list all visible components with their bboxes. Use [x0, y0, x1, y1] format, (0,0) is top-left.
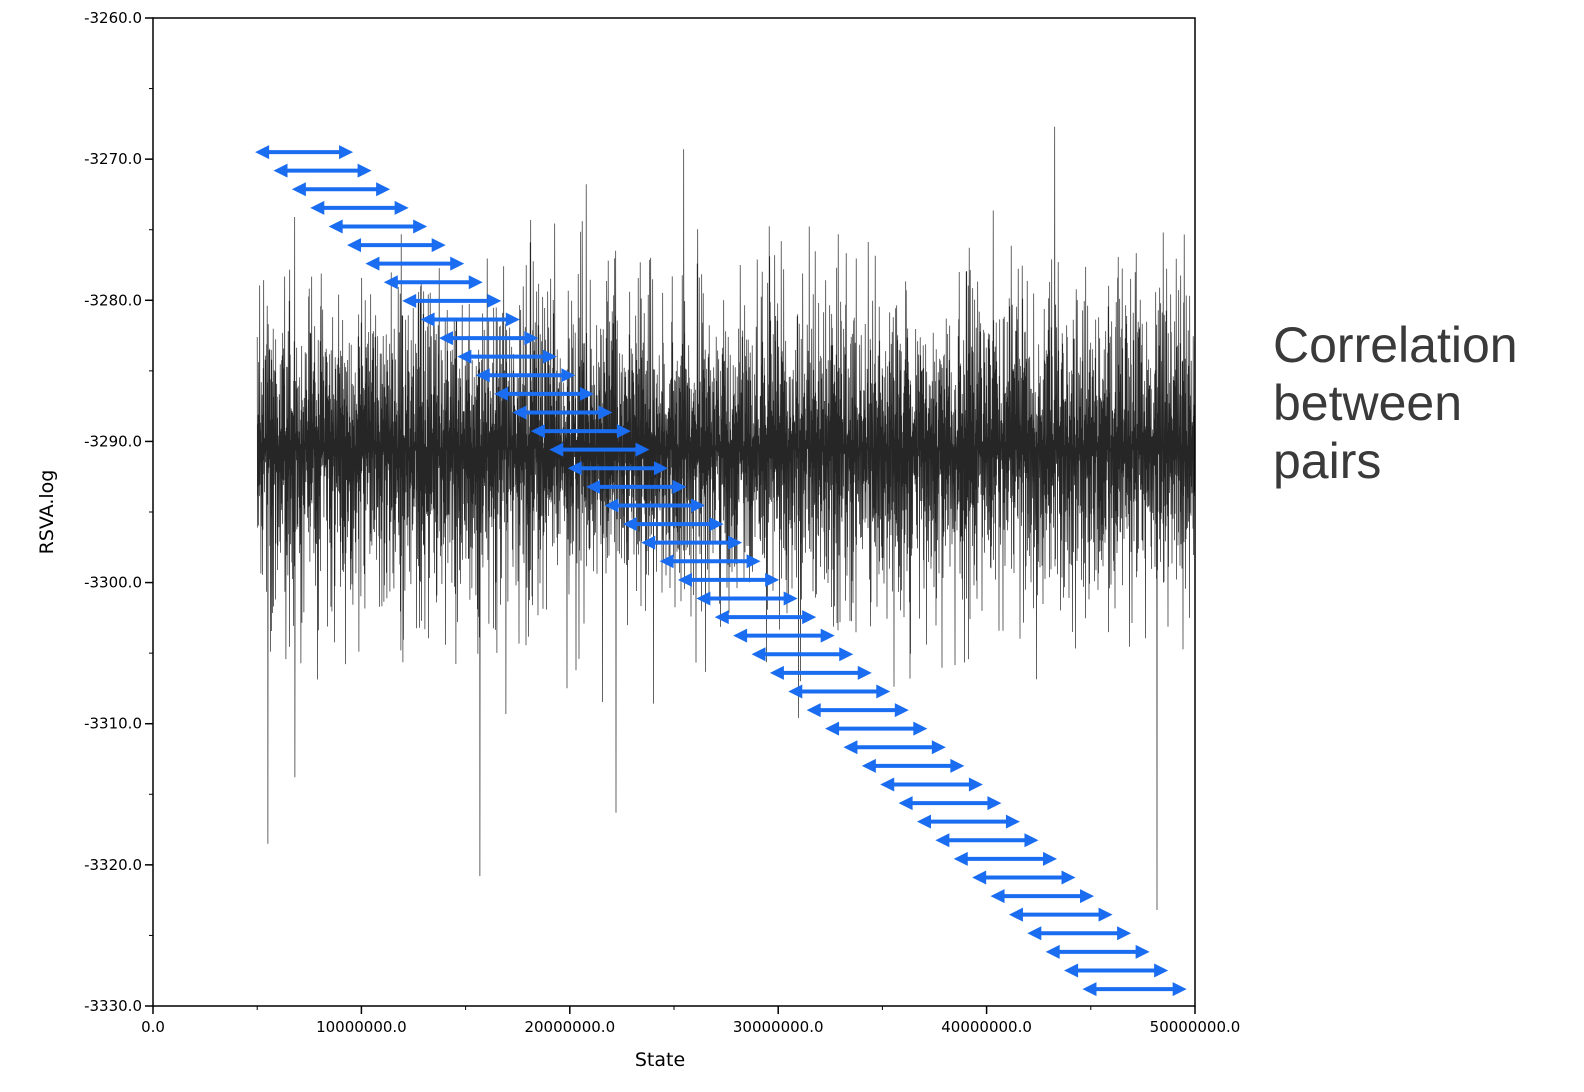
double-arrow: [659, 554, 761, 569]
x-tick-label: 50000000.0: [1150, 1018, 1241, 1036]
y-tick-label: -3270.0: [84, 150, 142, 168]
double-arrow: [604, 498, 706, 513]
double-arrow: [916, 814, 1020, 829]
annotation-line: Correlation: [1273, 317, 1518, 373]
double-arrow: [365, 256, 465, 271]
double-arrow: [622, 517, 724, 532]
double-arrow: [806, 703, 909, 718]
y-tick-label: -3320.0: [84, 856, 142, 874]
y-tick-label: -3280.0: [84, 291, 142, 309]
double-arrow: [677, 572, 780, 587]
annotation-line: between: [1273, 375, 1463, 431]
double-arrow: [1064, 963, 1169, 978]
double-arrow: [328, 219, 428, 234]
double-arrow: [1008, 907, 1113, 922]
y-axis-title: RSVA.log: [36, 470, 58, 555]
correlation-arrows: [255, 145, 1187, 997]
x-tick-label: 40000000.0: [941, 1018, 1032, 1036]
double-arrow: [861, 758, 965, 773]
double-arrow: [586, 479, 687, 494]
double-arrow: [935, 833, 1039, 848]
double-arrow: [714, 610, 817, 625]
x-tick-label: 20000000.0: [524, 1018, 615, 1036]
x-axis: 0.0 10000000.0 20000000.0 30000000.0 4000000…: [141, 1006, 1240, 1036]
double-arrow: [530, 424, 631, 439]
trace-series: [256, 126, 1195, 911]
annotation-line: pairs: [1273, 433, 1382, 489]
y-axis: -3260.0 -3270.0 -3280.0 -3290.0 -3300.0 -3310…: [84, 9, 153, 1015]
double-arrow: [843, 740, 946, 755]
double-arrow: [990, 889, 1095, 904]
double-arrow: [972, 870, 1076, 885]
annotation-text: Correlation between pairs: [1273, 316, 1573, 490]
double-arrow: [457, 349, 557, 364]
y-tick-label: -3300.0: [84, 574, 142, 592]
y-tick-label: -3290.0: [84, 432, 142, 450]
double-arrow: [733, 628, 835, 643]
double-arrow: [825, 721, 928, 736]
double-arrow: [696, 591, 798, 606]
x-axis-title: State: [635, 1049, 685, 1071]
double-arrow: [788, 684, 891, 699]
double-arrow: [310, 200, 409, 215]
trace-line: [256, 126, 1195, 911]
x-tick-label: 0.0: [141, 1018, 165, 1036]
double-arrow: [420, 312, 520, 327]
double-arrow: [1082, 982, 1187, 997]
x-tick-label: 10000000.0: [316, 1018, 407, 1036]
y-tick-label: -3260.0: [84, 9, 142, 27]
double-arrow: [953, 851, 1057, 866]
double-arrow: [880, 777, 983, 792]
double-arrow: [347, 238, 446, 253]
double-arrow: [291, 182, 391, 197]
x-tick-label: 30000000.0: [733, 1018, 824, 1036]
double-arrow: [898, 796, 1002, 811]
double-arrow: [769, 665, 872, 680]
double-arrow: [549, 442, 650, 457]
double-arrow: [751, 647, 854, 662]
double-arrow: [475, 368, 576, 383]
double-arrow: [494, 386, 594, 401]
double-arrow: [383, 275, 483, 290]
double-arrow: [512, 405, 613, 420]
double-arrow: [273, 163, 372, 178]
double-arrow: [1027, 926, 1132, 941]
double-arrow: [641, 535, 743, 550]
double-arrow: [1045, 944, 1150, 959]
double-arrow: [255, 145, 354, 160]
y-tick-label: -3330.0: [84, 997, 142, 1015]
double-arrow: [567, 461, 668, 476]
y-tick-label: -3310.0: [84, 715, 142, 733]
double-arrow: [402, 293, 502, 308]
double-arrow: [438, 331, 539, 346]
